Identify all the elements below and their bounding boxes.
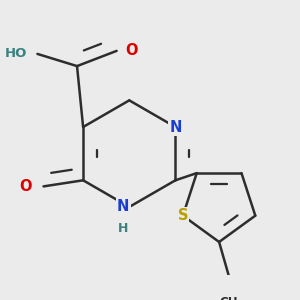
Text: H: H <box>118 222 128 235</box>
Text: CH₃: CH₃ <box>219 296 243 300</box>
Text: O: O <box>19 179 31 194</box>
Text: HO: HO <box>5 47 27 60</box>
Text: O: O <box>126 44 138 59</box>
Text: N: N <box>169 119 182 134</box>
Text: N: N <box>117 200 129 214</box>
Text: S: S <box>178 208 188 223</box>
